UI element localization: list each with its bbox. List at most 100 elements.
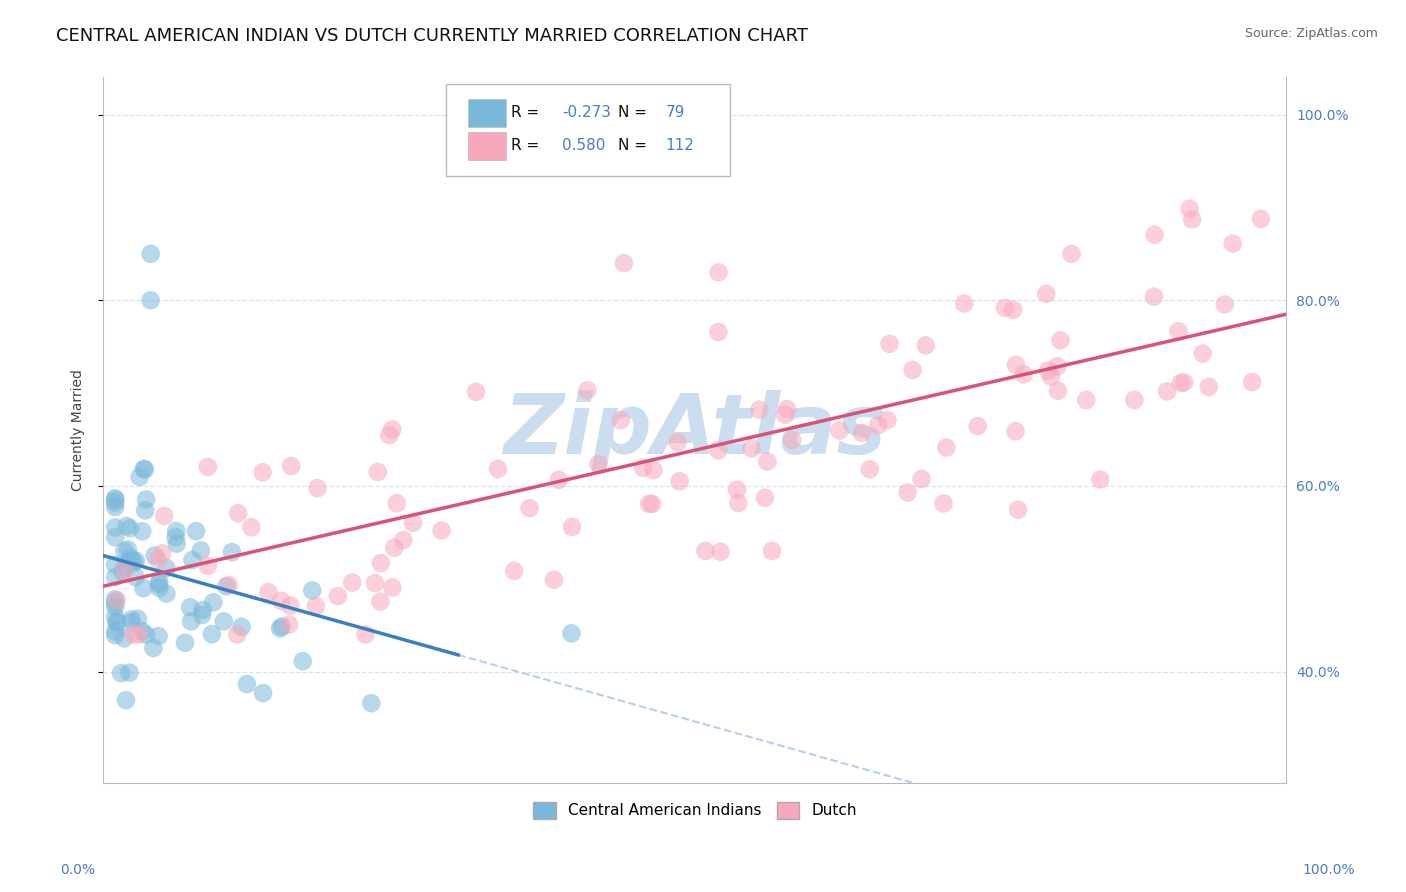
Point [1191, 346, 1213, 360]
Point [143, 549, 166, 563]
Point [776, 402, 799, 417]
Point [761, 544, 783, 558]
Point [748, 402, 770, 417]
Point [148, 577, 170, 591]
Point [131, 624, 153, 639]
Point [257, 585, 280, 599]
Point [1007, 503, 1029, 517]
Point [291, 654, 314, 668]
Point [215, 579, 238, 593]
Point [181, 553, 204, 567]
Point [382, 541, 405, 555]
Point [385, 496, 408, 510]
Point [1039, 369, 1062, 384]
Point [104, 570, 127, 584]
Point [1143, 290, 1166, 304]
Point [707, 443, 730, 458]
Point [1123, 392, 1146, 407]
Point [851, 425, 873, 440]
Point [547, 473, 569, 487]
Point [932, 496, 955, 510]
Point [111, 565, 134, 579]
Text: R =: R = [512, 138, 544, 153]
Point [278, 617, 301, 632]
Text: R =: R = [512, 105, 544, 120]
Point [465, 384, 488, 399]
Point [280, 458, 302, 473]
Point [638, 497, 661, 511]
Point [305, 599, 328, 614]
Point [197, 459, 219, 474]
Point [1076, 392, 1098, 407]
Point [191, 608, 214, 623]
Point [104, 599, 127, 614]
Point [165, 530, 187, 544]
Point [613, 256, 636, 270]
Point [118, 521, 141, 535]
Point [1241, 375, 1264, 389]
Point [127, 612, 149, 626]
Text: 79: 79 [665, 105, 685, 120]
Text: 0.580: 0.580 [562, 138, 606, 153]
Point [707, 265, 730, 279]
Text: 100.0%: 100.0% [1302, 863, 1355, 877]
Point [641, 497, 664, 511]
Point [354, 627, 377, 641]
Text: Source: ZipAtlas.com: Source: ZipAtlas.com [1244, 27, 1378, 40]
Point [1046, 359, 1069, 374]
Point [270, 594, 292, 608]
Point [155, 587, 177, 601]
Point [1222, 236, 1244, 251]
Point [135, 627, 157, 641]
Text: N =: N = [619, 138, 652, 153]
Point [307, 481, 329, 495]
Point [135, 492, 157, 507]
Point [1004, 424, 1026, 438]
Point [740, 442, 762, 456]
Point [519, 501, 541, 516]
Point [218, 578, 240, 592]
Point [190, 543, 212, 558]
Y-axis label: Currently Married: Currently Married [72, 369, 86, 491]
Point [1198, 380, 1220, 394]
Text: 0.0%: 0.0% [60, 863, 94, 877]
Point [104, 595, 127, 609]
Point [114, 544, 136, 558]
Point [148, 629, 170, 643]
Point [561, 520, 583, 534]
Point [486, 462, 509, 476]
Point [1090, 473, 1112, 487]
Point [148, 581, 170, 595]
Point [773, 408, 796, 422]
Point [370, 556, 392, 570]
Point [342, 575, 364, 590]
Point [1002, 302, 1025, 317]
Point [367, 465, 389, 479]
Point [727, 496, 749, 510]
Point [280, 599, 302, 613]
Point [503, 564, 526, 578]
Point [402, 516, 425, 530]
Point [112, 632, 135, 646]
Point [134, 503, 156, 517]
Point [668, 474, 690, 488]
Text: ZipAtlas: ZipAtlas [503, 390, 886, 471]
Point [197, 558, 219, 573]
Point [935, 441, 957, 455]
Point [231, 620, 253, 634]
Point [1167, 324, 1189, 338]
Point [120, 550, 142, 565]
Point [576, 384, 599, 398]
Point [1181, 212, 1204, 227]
Text: 112: 112 [665, 138, 695, 153]
Legend: Central American Indians, Dutch: Central American Indians, Dutch [526, 796, 863, 825]
Point [122, 627, 145, 641]
Point [191, 603, 214, 617]
Point [236, 677, 259, 691]
Point [132, 462, 155, 476]
Point [155, 561, 177, 575]
Point [117, 542, 139, 557]
Point [128, 470, 150, 484]
Point [754, 491, 776, 505]
Point [301, 583, 323, 598]
